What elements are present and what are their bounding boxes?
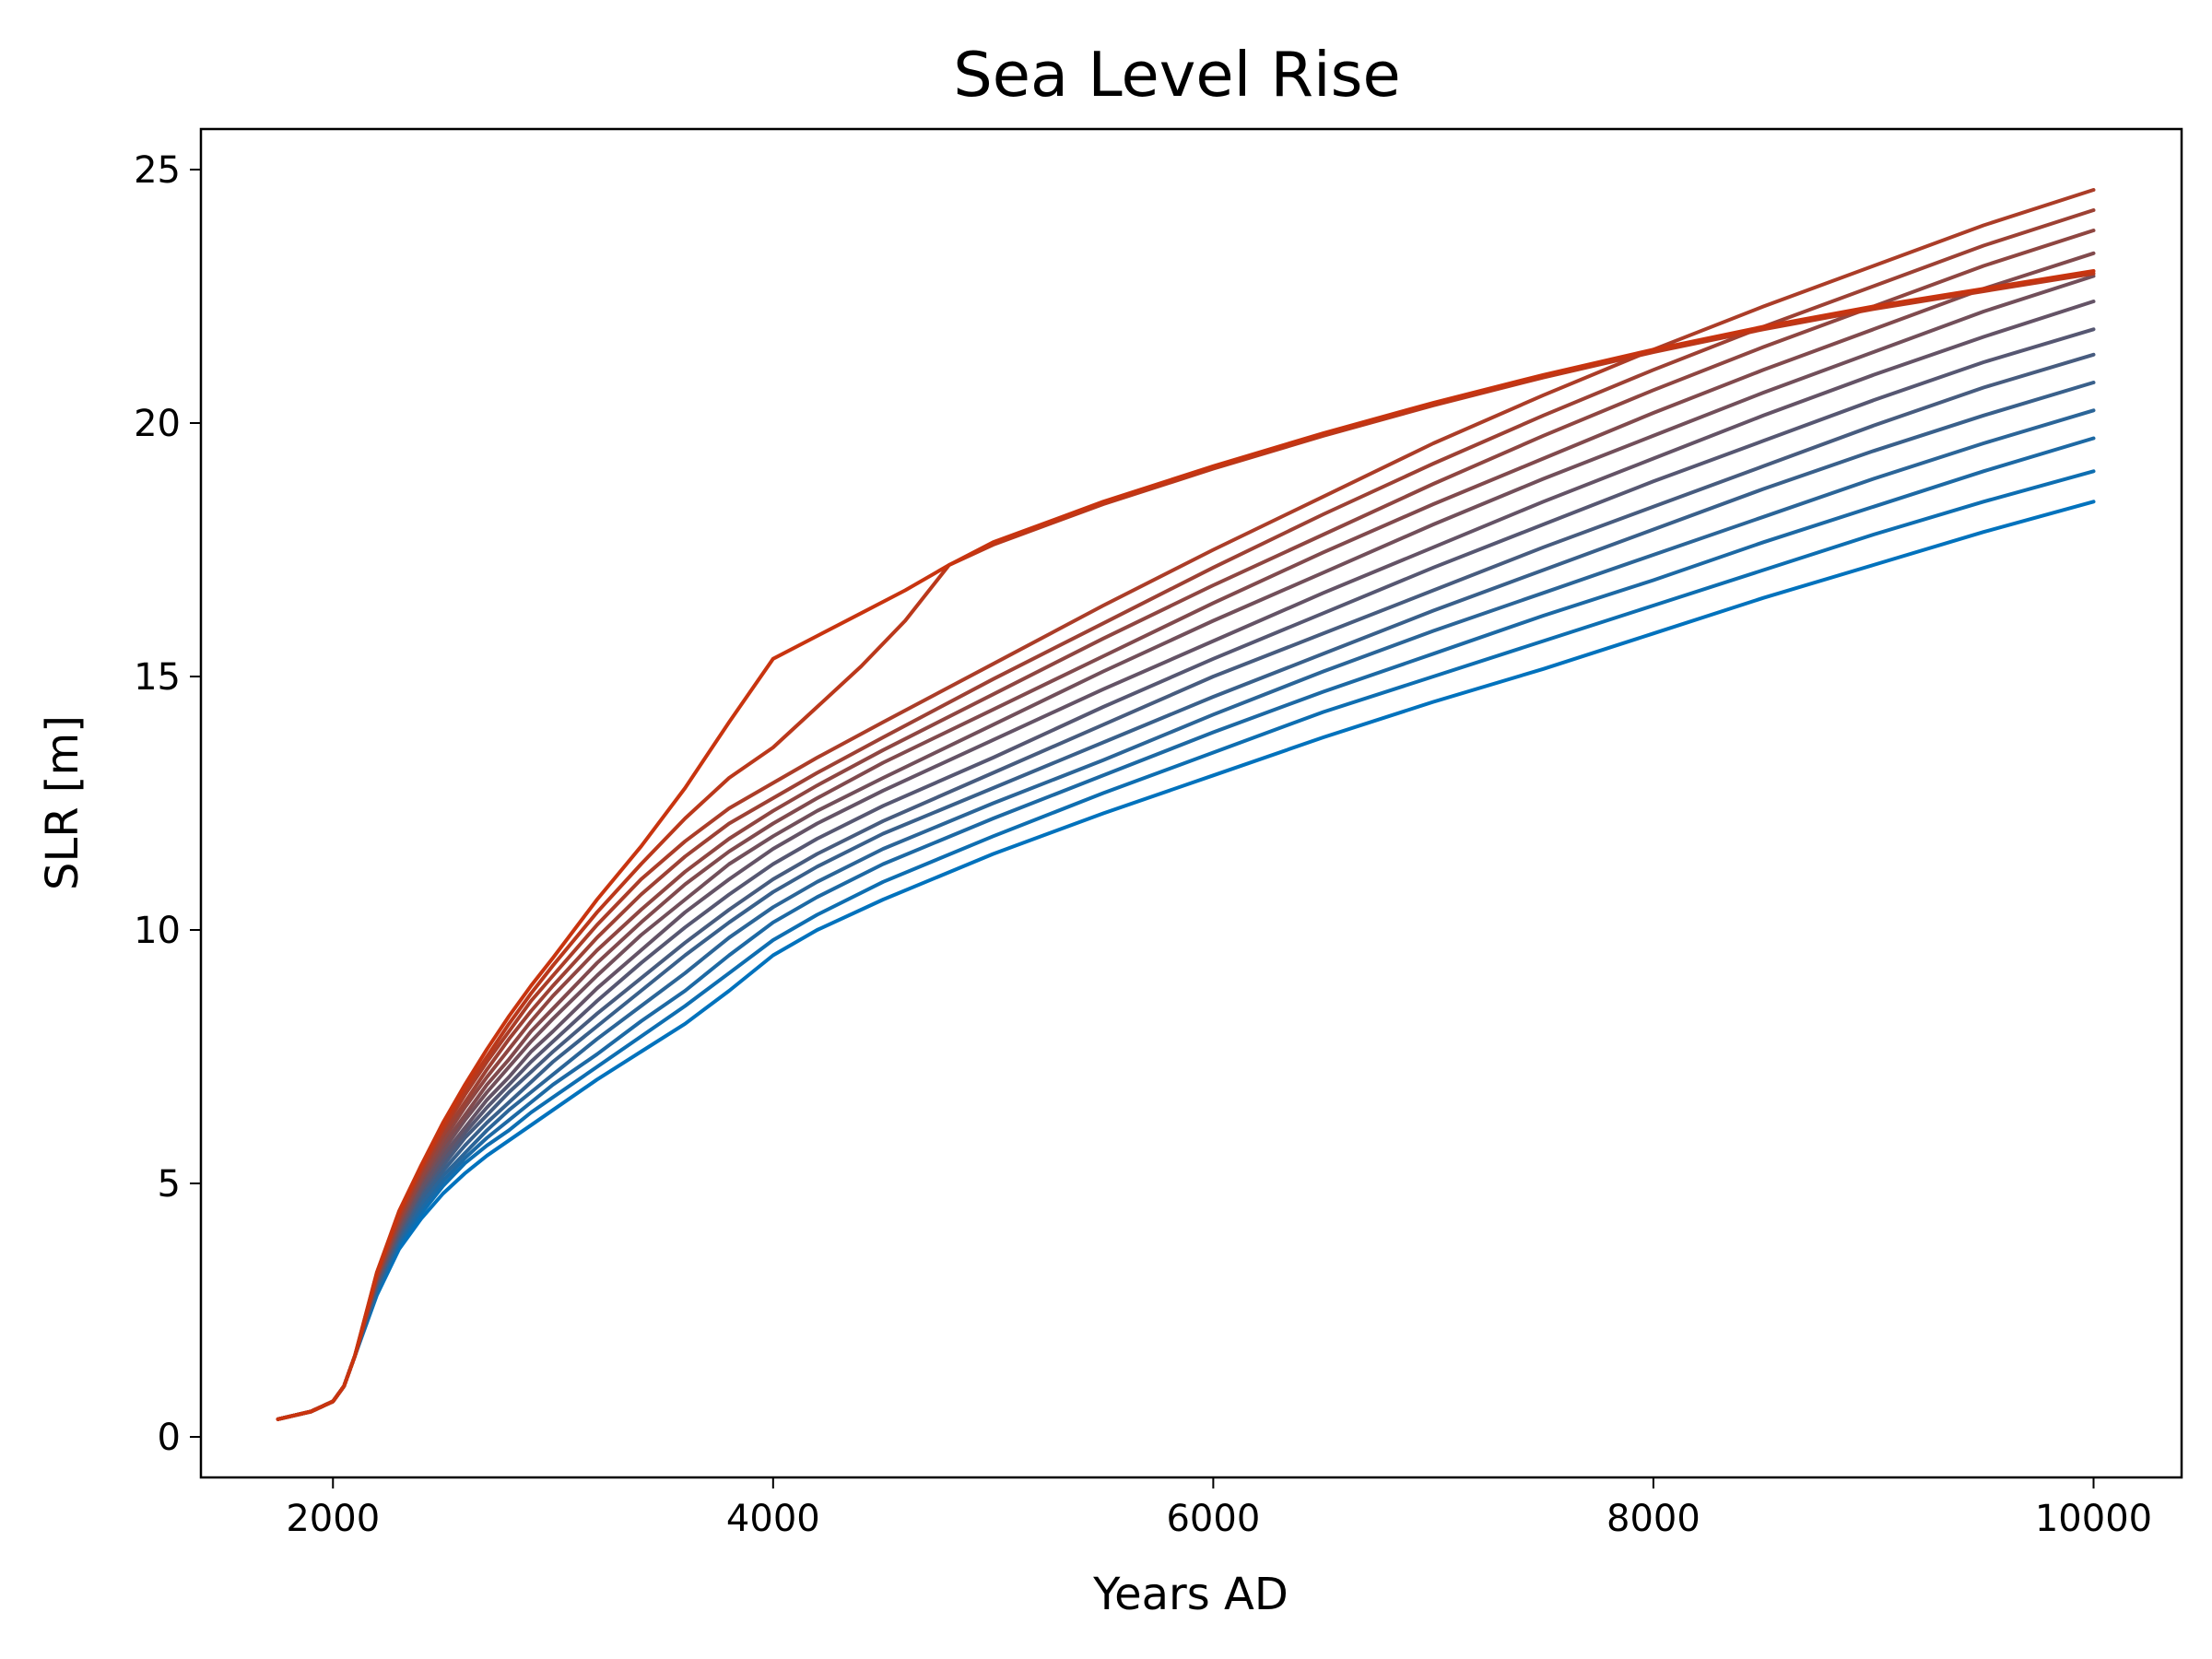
y-tick-label: 15 <box>134 656 181 699</box>
y-tick-label: 25 <box>134 149 181 192</box>
x-tick-label: 2000 <box>286 1498 380 1540</box>
x-axis: 2000 4000 6000 8000 10000 <box>286 1477 2152 1540</box>
plot-lines <box>276 188 2096 1421</box>
y-tick-label: 0 <box>158 1417 181 1459</box>
x-tick-label: 4000 <box>726 1498 820 1540</box>
x-axis-label: Years AD <box>1092 1569 1288 1620</box>
plot-frame <box>199 127 2183 1479</box>
x-tick-label: 10000 <box>2035 1498 2152 1540</box>
y-axis: 0 5 10 15 20 25 <box>134 149 201 1459</box>
series-line-15 <box>276 269 2096 1421</box>
y-axis-label: SLR [m] <box>37 715 88 890</box>
x-tick-label: 8000 <box>1606 1498 1700 1540</box>
y-tick-label: 10 <box>134 910 181 952</box>
y-tick-label: 5 <box>158 1163 181 1206</box>
chart-title: Sea Level Rise <box>953 39 1401 111</box>
y-tick-label: 20 <box>134 403 181 445</box>
x-tick-label: 6000 <box>1166 1498 1260 1540</box>
